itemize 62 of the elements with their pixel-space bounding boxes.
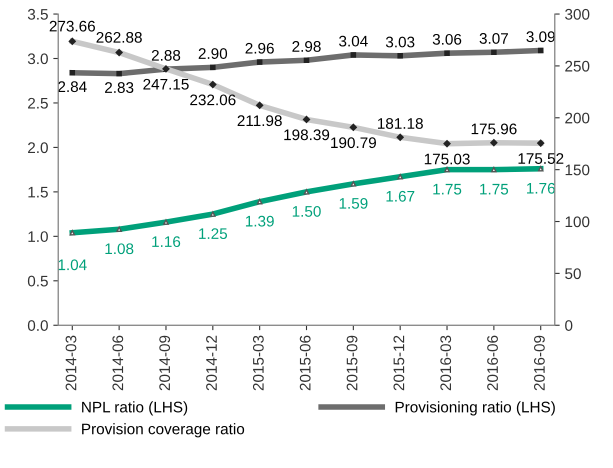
x-tick-label: 2014-09 <box>159 336 170 390</box>
x-tick-label: 2015-03 <box>252 336 264 390</box>
y-tick-label: 3.0 <box>28 53 48 64</box>
y-tick-label: 0.5 <box>28 276 48 286</box>
x-tick-label: 2015-06 <box>300 336 311 390</box>
data-label: 1.50 <box>292 206 321 217</box>
data-label: 1.75 <box>433 184 462 195</box>
data-label: 1.75 <box>480 184 508 195</box>
y2-tick-label: 300 <box>565 8 590 20</box>
data-label: 175.52 <box>518 153 564 164</box>
x-tick-label: 2015-09 <box>346 336 358 390</box>
data-label: 198.39 <box>284 129 330 140</box>
y-tick-label: 2.5 <box>28 98 48 109</box>
data-label: 1.59 <box>340 198 368 209</box>
y2-tick-label: 250 <box>565 60 590 72</box>
data-label: 1.04 <box>58 259 87 270</box>
data-label: 262.88 <box>96 32 142 43</box>
data-label: 232.06 <box>190 94 236 106</box>
data-label: 2.84 <box>58 81 87 92</box>
data-label: 1.67 <box>386 190 414 202</box>
x-tick-label: 2016-06 <box>487 336 498 390</box>
data-label: 181.18 <box>378 118 423 129</box>
x-tick-label: 2016-03 <box>440 336 452 390</box>
x-tick-label: 2014-06 <box>112 336 124 390</box>
data-label: 2.88 <box>152 50 180 61</box>
y2-tick-label: 200 <box>565 112 590 124</box>
data-label: 2.83 <box>105 82 134 93</box>
data-label: 247.15 <box>143 78 189 90</box>
y-tick-label: 1.0 <box>28 231 48 242</box>
y-tick-label: 3.5 <box>28 8 48 20</box>
data-label: 175.03 <box>424 154 470 164</box>
x-tick-label: 2014-12 <box>206 336 217 390</box>
y-tick-label: 0.0 <box>28 320 48 331</box>
x-tick-label: 2016-09 <box>534 336 545 390</box>
y2-tick-label: 0 <box>565 320 572 331</box>
y-tick-label: 1.5 <box>28 186 48 198</box>
y-tick-label: 2.0 <box>28 142 48 154</box>
data-label: 1.16 <box>152 236 180 248</box>
data-label: 1.08 <box>105 243 134 254</box>
data-label: 3.09 <box>526 31 555 42</box>
x-tick-label: 2014-03 <box>66 336 76 390</box>
data-label: 1.25 <box>199 228 228 240</box>
y2-tick-label: 50 <box>565 268 581 280</box>
data-label: 2.90 <box>198 48 228 59</box>
legend-label: Provision coverage ratio <box>82 423 244 438</box>
x-tick-label: 2015-12 <box>393 336 404 390</box>
data-label: 3.03 <box>386 36 414 48</box>
legend-label: Provisioning ratio (LHS) <box>396 401 555 416</box>
data-label: 175.96 <box>472 124 517 134</box>
y2-tick-label: 150 <box>566 164 590 176</box>
data-label: 3.07 <box>480 33 508 44</box>
legend-label: NPL ratio (LHS) <box>82 401 188 416</box>
data-label: 1.76 <box>527 182 555 194</box>
data-label: 3.06 <box>432 34 462 45</box>
data-label: 2.96 <box>246 42 274 54</box>
data-label: 3.04 <box>339 36 368 47</box>
data-label: 211.98 <box>238 115 282 126</box>
data-label: 2.98 <box>292 41 321 52</box>
data-label: 1.39 <box>246 216 274 227</box>
data-label: 190.79 <box>331 137 376 148</box>
y2-tick-label: 100 <box>566 216 590 228</box>
data-label: 273.66 <box>50 20 95 32</box>
